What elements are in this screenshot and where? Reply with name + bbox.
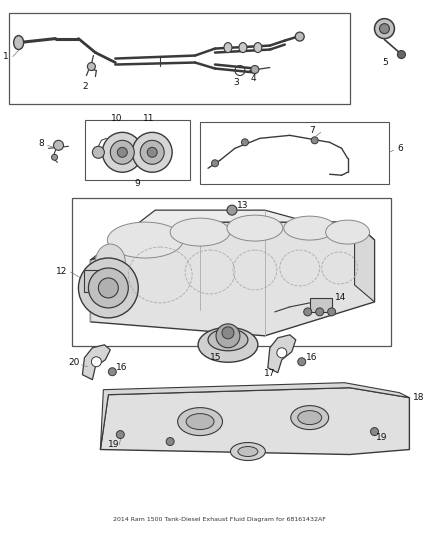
Circle shape [227, 205, 237, 215]
Ellipse shape [170, 218, 230, 246]
Circle shape [117, 431, 124, 439]
Text: 5: 5 [383, 58, 389, 67]
Ellipse shape [254, 43, 262, 53]
Polygon shape [90, 222, 374, 336]
Bar [72, 198, 392, 346]
Circle shape [88, 268, 128, 308]
Circle shape [379, 23, 389, 34]
Text: 8: 8 [39, 139, 44, 148]
Circle shape [298, 358, 306, 366]
Text: 9: 9 [134, 179, 140, 188]
Ellipse shape [326, 220, 370, 244]
Text: 7: 7 [310, 126, 315, 135]
Circle shape [277, 348, 287, 358]
Text: 19: 19 [108, 440, 120, 449]
Circle shape [212, 160, 219, 167]
Ellipse shape [178, 408, 223, 435]
Ellipse shape [239, 43, 247, 53]
Circle shape [117, 147, 127, 157]
Ellipse shape [92, 266, 128, 310]
Text: 17: 17 [264, 369, 276, 378]
Circle shape [78, 258, 138, 318]
Polygon shape [100, 387, 410, 455]
Ellipse shape [95, 244, 125, 280]
Text: 1: 1 [3, 52, 8, 61]
Ellipse shape [298, 410, 321, 425]
Text: 12: 12 [56, 268, 67, 277]
Text: 16: 16 [306, 353, 317, 362]
Circle shape [241, 139, 248, 146]
Circle shape [132, 132, 172, 172]
Circle shape [92, 357, 101, 367]
Text: 14: 14 [335, 294, 346, 302]
Circle shape [88, 62, 95, 70]
Text: 10: 10 [111, 114, 123, 123]
Polygon shape [100, 383, 410, 449]
Text: 3: 3 [233, 78, 239, 87]
Text: 4: 4 [251, 74, 257, 83]
Polygon shape [355, 222, 374, 302]
Text: 16: 16 [117, 363, 128, 372]
Text: 18: 18 [413, 393, 425, 402]
Circle shape [216, 324, 240, 348]
Polygon shape [268, 335, 296, 373]
Text: 19: 19 [375, 433, 387, 442]
Circle shape [371, 427, 378, 435]
Circle shape [397, 51, 406, 59]
Circle shape [374, 19, 395, 38]
Circle shape [166, 438, 174, 446]
Circle shape [251, 66, 259, 74]
Text: 15: 15 [210, 353, 222, 362]
Text: 2: 2 [82, 82, 88, 91]
Ellipse shape [227, 215, 283, 241]
Circle shape [92, 147, 104, 158]
Text: 20: 20 [68, 358, 80, 367]
Ellipse shape [291, 406, 328, 430]
Text: 2014 Ram 1500 Tank-Diesel Exhaust Fluid Diagram for 68161432AF: 2014 Ram 1500 Tank-Diesel Exhaust Fluid … [113, 517, 325, 522]
Ellipse shape [186, 414, 214, 430]
Polygon shape [90, 210, 374, 260]
Circle shape [147, 147, 157, 157]
Circle shape [328, 308, 336, 316]
Bar [9, 13, 350, 104]
Ellipse shape [198, 327, 258, 362]
Circle shape [108, 368, 117, 376]
Circle shape [110, 140, 134, 164]
Ellipse shape [284, 216, 336, 240]
Circle shape [99, 278, 118, 298]
Polygon shape [82, 345, 110, 379]
Text: 6: 6 [397, 144, 403, 153]
Text: 13: 13 [237, 200, 248, 209]
Circle shape [304, 308, 312, 316]
Text: 11: 11 [143, 114, 155, 123]
Bar [85, 270, 106, 292]
Ellipse shape [208, 329, 248, 351]
Bar [310, 298, 332, 312]
Ellipse shape [295, 32, 304, 41]
Circle shape [311, 137, 318, 144]
Circle shape [53, 140, 64, 150]
Ellipse shape [238, 447, 258, 456]
Bar [85, 120, 190, 180]
Circle shape [102, 132, 142, 172]
Circle shape [52, 154, 57, 160]
Ellipse shape [230, 442, 265, 461]
Ellipse shape [14, 36, 24, 50]
Ellipse shape [107, 222, 183, 258]
Ellipse shape [224, 43, 232, 53]
Circle shape [140, 140, 164, 164]
Circle shape [222, 327, 234, 339]
Circle shape [316, 308, 324, 316]
Bar [200, 123, 389, 184]
